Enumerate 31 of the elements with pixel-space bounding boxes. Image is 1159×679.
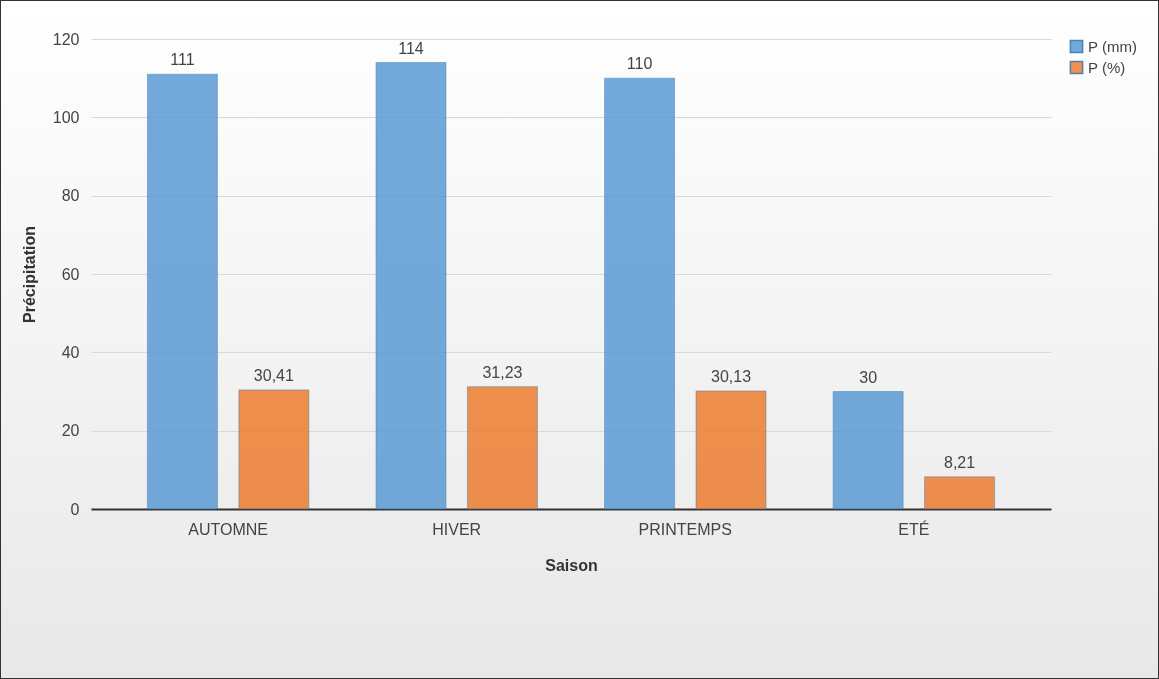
y-tick-label: 100 [52, 108, 80, 126]
x-tick-label: ETÉ [898, 519, 930, 538]
data-label: 110 [626, 55, 653, 73]
bar [832, 391, 904, 510]
x-tick-label: PRINTEMPS [638, 520, 732, 538]
data-label: 31,23 [482, 363, 523, 381]
y-tick-label: 40 [61, 343, 80, 361]
data-label: 30,13 [710, 367, 752, 385]
data-label: 114 [398, 39, 424, 57]
data-label: 111 [170, 51, 195, 69]
bar [695, 390, 767, 510]
y-tick-label: 80 [61, 187, 80, 205]
data-label: 8,21 [944, 453, 976, 471]
x-tick-label: HIVER [432, 520, 482, 538]
y-tick-label: 0 [70, 500, 80, 518]
y-axis-title: Précipitation [20, 226, 38, 323]
data-label: 30,41 [253, 366, 294, 384]
legend-label: P (mm) [1088, 37, 1137, 55]
legend-label: P (%) [1088, 58, 1126, 76]
y-tick-label: 120 [52, 30, 80, 48]
bar [375, 62, 447, 510]
bar [924, 476, 996, 510]
y-tick-label: 60 [61, 265, 80, 283]
y-tick-label: 20 [61, 422, 80, 440]
x-tick-label: AUTOMNE [188, 520, 268, 538]
bar [146, 73, 218, 510]
bar [604, 77, 676, 510]
bar [238, 389, 310, 510]
bar [466, 386, 538, 510]
x-axis-title: Saison [545, 556, 598, 574]
data-label: 30 [859, 368, 878, 386]
